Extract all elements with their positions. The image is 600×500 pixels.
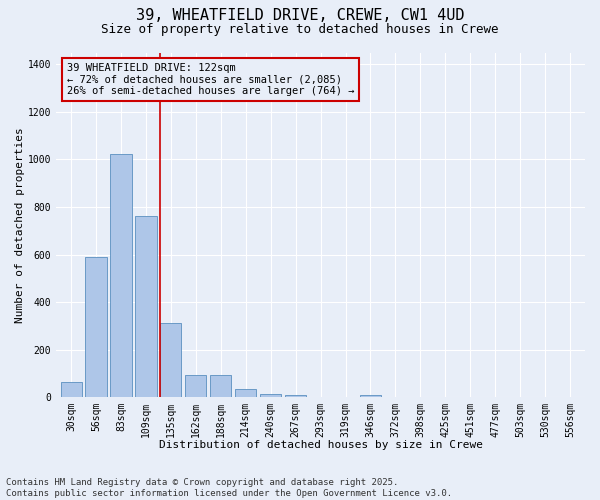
Bar — [235, 389, 256, 397]
Bar — [160, 324, 181, 397]
Bar — [185, 374, 206, 397]
Text: Size of property relative to detached houses in Crewe: Size of property relative to detached ho… — [101, 22, 499, 36]
Bar — [136, 216, 157, 397]
Y-axis label: Number of detached properties: Number of detached properties — [15, 127, 25, 322]
Text: 39 WHEATFIELD DRIVE: 122sqm
← 72% of detached houses are smaller (2,085)
26% of : 39 WHEATFIELD DRIVE: 122sqm ← 72% of det… — [67, 63, 354, 96]
Bar — [210, 374, 232, 397]
Bar — [360, 394, 381, 397]
Text: Contains HM Land Registry data © Crown copyright and database right 2025.
Contai: Contains HM Land Registry data © Crown c… — [6, 478, 452, 498]
Bar — [110, 154, 131, 397]
Bar — [260, 394, 281, 397]
Bar — [285, 394, 306, 397]
Text: 39, WHEATFIELD DRIVE, CREWE, CW1 4UD: 39, WHEATFIELD DRIVE, CREWE, CW1 4UD — [136, 8, 464, 22]
X-axis label: Distribution of detached houses by size in Crewe: Distribution of detached houses by size … — [158, 440, 482, 450]
Bar — [85, 257, 107, 397]
Bar — [61, 382, 82, 397]
